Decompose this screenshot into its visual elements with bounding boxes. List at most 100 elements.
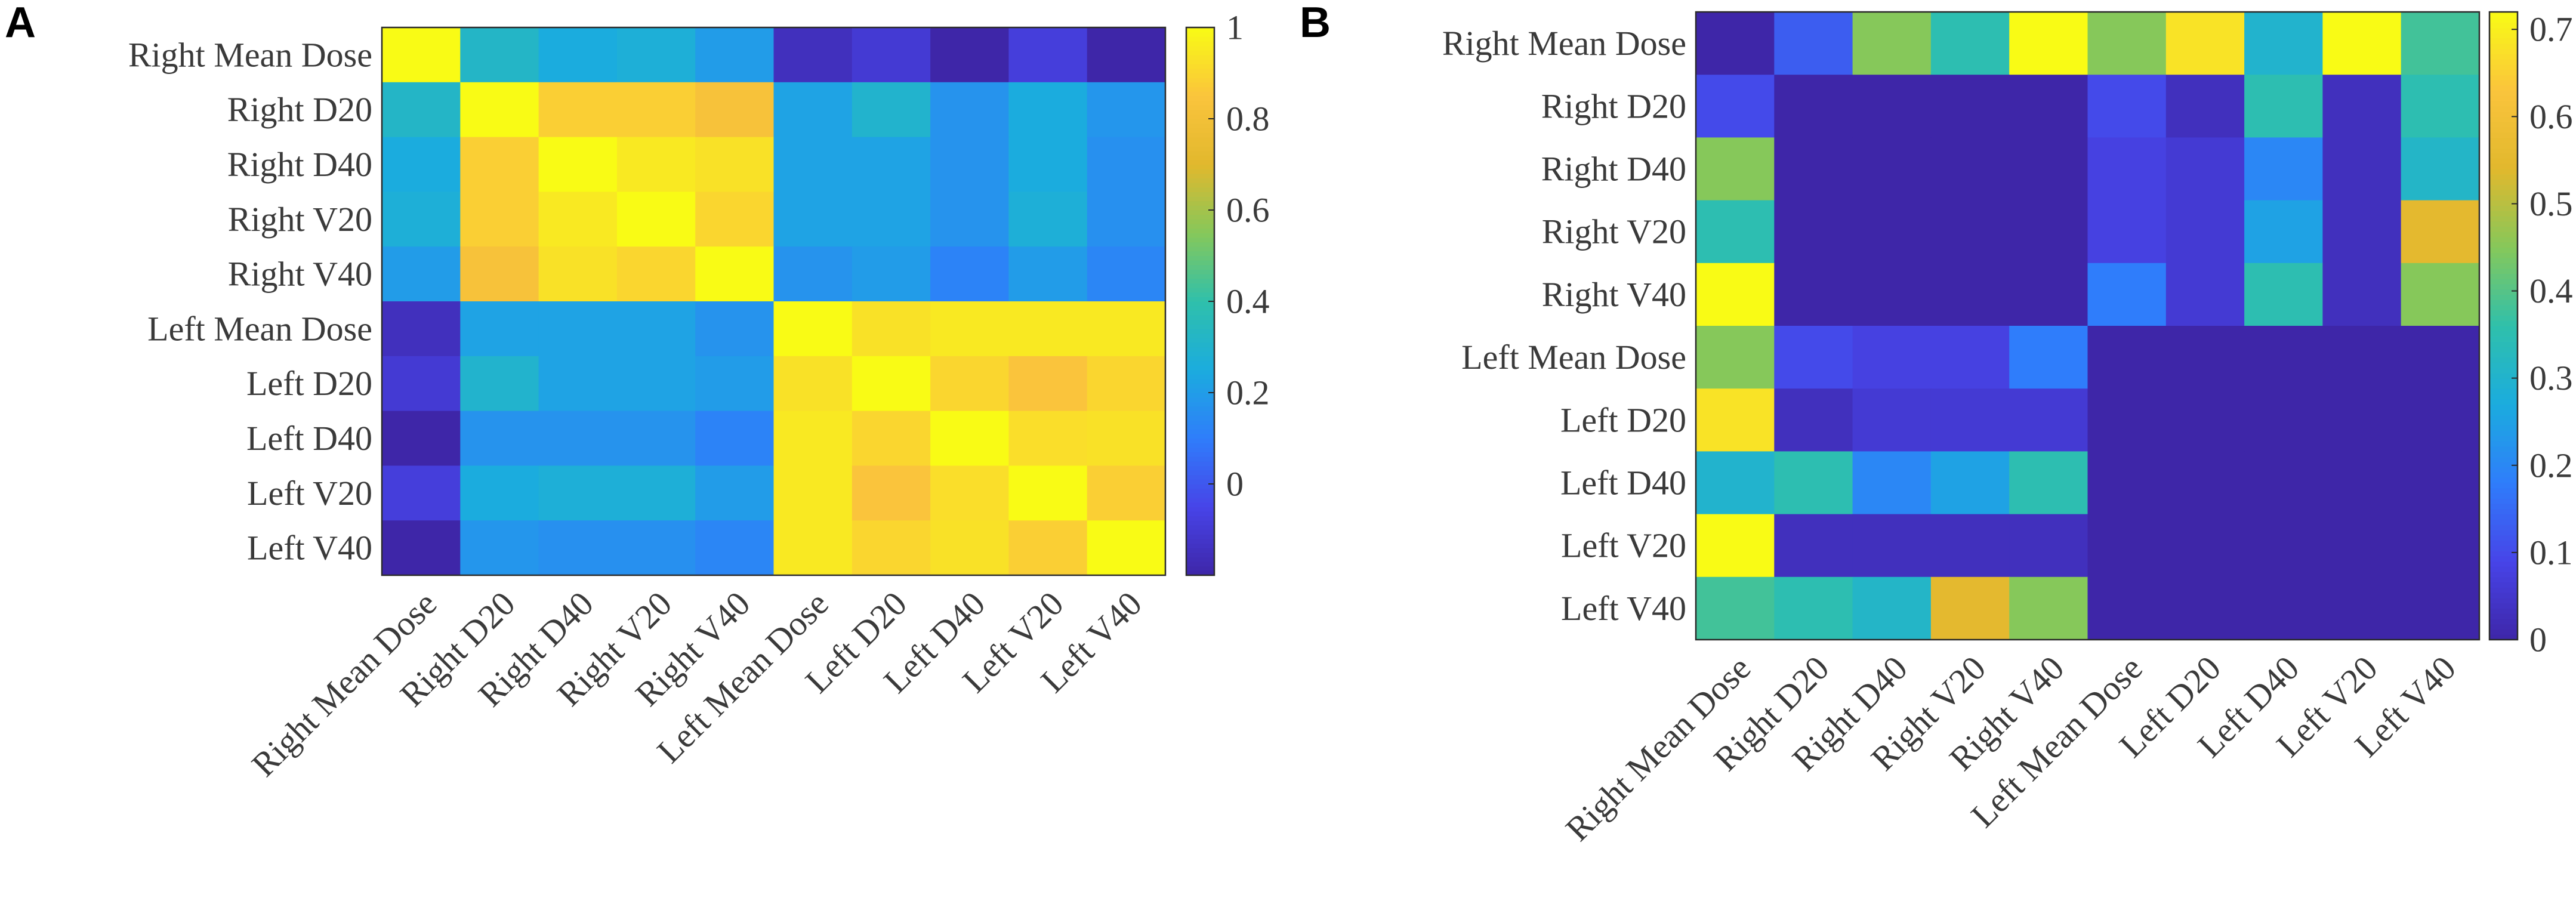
colorbar-segment-a (1186, 100, 1214, 106)
heatmap-cell-b-r6-c7 (2244, 388, 2323, 452)
colorbar-segment-a (1186, 479, 1214, 485)
colorbar-segment-a (1186, 520, 1214, 526)
colorbar-segment-b (2489, 174, 2518, 180)
heatmap-cell-b-r9-c9 (2401, 576, 2480, 640)
heatmap-cell-a-r5-c4 (695, 301, 775, 357)
heatmap-cell-a-r0-c1 (460, 27, 539, 83)
heatmap-cell-b-r4-c3 (1930, 263, 2010, 326)
colorbar-segment-a (1186, 269, 1214, 274)
heatmap-cell-a-r9-c4 (695, 520, 775, 576)
heatmap-cell-a-r4-c2 (538, 246, 618, 302)
colorbar-segment-a (1186, 41, 1214, 47)
colorbar-tick-label-b: 0.3 (2529, 359, 2573, 397)
heatmap-cell-b-r5-c0 (1696, 326, 1775, 389)
colorbar-segment-a (1186, 502, 1214, 507)
colorbar-segment-a (1186, 196, 1214, 202)
colorbar-segment-a (1186, 164, 1214, 169)
colorbar-segment-b (2489, 247, 2518, 253)
heatmap-cell-b-r2-c9 (2401, 137, 2480, 201)
colorbar-segment-b (2489, 446, 2518, 452)
colorbar-segment-b (2489, 289, 2518, 295)
heatmap-cell-b-r3-c6 (2165, 200, 2245, 264)
colorbar-segment-b (2489, 95, 2518, 101)
colorbar-segment-b (2489, 294, 2518, 300)
plot-frame-a (381, 26, 1167, 576)
colorbar-segment-a (1186, 333, 1214, 338)
heatmap-cell-a-r4-c0 (382, 246, 461, 302)
colorbar-segment-b (2489, 477, 2518, 483)
heatmap-cell-b-r7-c1 (1774, 451, 1853, 515)
heatmap-cell-b-r9-c3 (1930, 576, 2010, 640)
row-label-a-left-v40: Left V40 (247, 529, 372, 567)
colorbar-segment-b (2489, 440, 2518, 447)
colorbar-segment-a (1186, 356, 1214, 362)
colorbar-segment-a (1186, 338, 1214, 343)
heatmap-cell-a-r8-c9 (1087, 465, 1166, 521)
colorbar-segment-a (1186, 447, 1214, 453)
heatmap-cell-a-r0-c8 (1008, 27, 1088, 83)
heatmap-cell-a-r7-c2 (538, 411, 618, 466)
colorbar-segment-b (2489, 122, 2518, 128)
heatmap-cell-b-r5-c3 (1930, 326, 2010, 389)
heatmap-cell-a-r8-c5 (773, 465, 853, 521)
heatmap-cell-a-r5-c6 (852, 301, 931, 357)
heatmap-cell-a-r9-c8 (1008, 520, 1088, 576)
colorbar-segment-b (2489, 310, 2518, 316)
colorbar-segment-b (2489, 268, 2518, 274)
colorbar-segment-b (2489, 436, 2518, 442)
colorbar-segment-a (1186, 237, 1214, 243)
colorbar-segment-a (1186, 452, 1214, 457)
heatmap-cell-b-r5-c4 (2009, 326, 2088, 389)
heatmap-cell-a-r5-c8 (1008, 301, 1088, 357)
colorbar-segment-a (1186, 82, 1214, 88)
colorbar-segment-a (1186, 493, 1214, 498)
heatmap-cell-b-r8-c5 (2087, 514, 2167, 578)
heatmap-panel-b: Right Mean Dose Right D20 Right D40 Right V… (1442, 10, 2573, 849)
heatmap-cell-b-r6-c2 (1852, 388, 1932, 452)
colorbar-segment-a (1186, 369, 1214, 375)
heatmap-cell-b-r5-c2 (1852, 326, 1932, 389)
colorbar-segment-b (2489, 608, 2518, 614)
colorbar-segment-a (1186, 123, 1214, 128)
heatmap-cell-a-r1-c8 (1008, 82, 1088, 138)
colorbar-segment-b (2489, 556, 2518, 562)
row-label-b-right-v20: Right V20 (1542, 212, 1686, 251)
colorbar-segment-b (2489, 561, 2518, 567)
heatmap-cell-a-r8-c2 (538, 465, 618, 521)
colorbar-segment-b (2489, 75, 2518, 81)
heatmap-cell-b-r9-c1 (1774, 576, 1853, 640)
heatmap-cell-a-r3-c8 (1008, 192, 1088, 247)
colorbar-segment-a (1186, 424, 1214, 430)
heatmap-cell-b-r1-c0 (1696, 75, 1775, 138)
heatmap-cell-b-r0-c9 (2401, 12, 2480, 75)
heatmap-cell-b-r2-c1 (1774, 137, 1853, 201)
colorbar-segment-a (1186, 388, 1214, 393)
row-label-b-right-d20: Right D20 (1541, 87, 1686, 125)
colorbar-segment-b (2489, 508, 2518, 515)
heatmap-cell-a-r8-c1 (460, 465, 539, 521)
colorbar-segment-a (1186, 310, 1214, 316)
colorbar-segment-b (2489, 456, 2518, 462)
heatmap-cell-b-r2-c7 (2244, 137, 2323, 201)
heatmap-cell-b-r3-c1 (1774, 200, 1853, 264)
row-label-a-right-v40: Right V40 (228, 255, 372, 294)
colorbar-segment-a (1186, 562, 1214, 567)
heatmap-cell-b-r4-c8 (2322, 263, 2402, 326)
colorbar-segment-b (2489, 504, 2518, 510)
colorbar-segment-a (1186, 360, 1214, 366)
colorbar-segment-b (2489, 33, 2518, 39)
colorbar-segment-a (1186, 433, 1214, 439)
heatmap-cell-b-r7-c0 (1696, 451, 1775, 515)
heatmap-cell-a-r1-c6 (852, 82, 931, 138)
heatmap-cell-a-r1-c3 (616, 82, 696, 138)
heatmap-cell-b-r1-c5 (2087, 75, 2167, 138)
panel-label-a: A (5, 0, 36, 47)
colorbar-segment-a (1186, 419, 1214, 425)
colorbar-segment-a (1186, 32, 1214, 37)
colorbar-segment-b (2489, 629, 2518, 635)
colorbar-segment-a (1186, 119, 1214, 124)
heatmap-cell-b-r9-c8 (2322, 576, 2402, 640)
heatmap-cell-b-r5-c1 (1774, 326, 1853, 389)
heatmap-cell-b-r8-c8 (2322, 514, 2402, 578)
heatmap-cell-b-r4-c1 (1774, 263, 1853, 326)
